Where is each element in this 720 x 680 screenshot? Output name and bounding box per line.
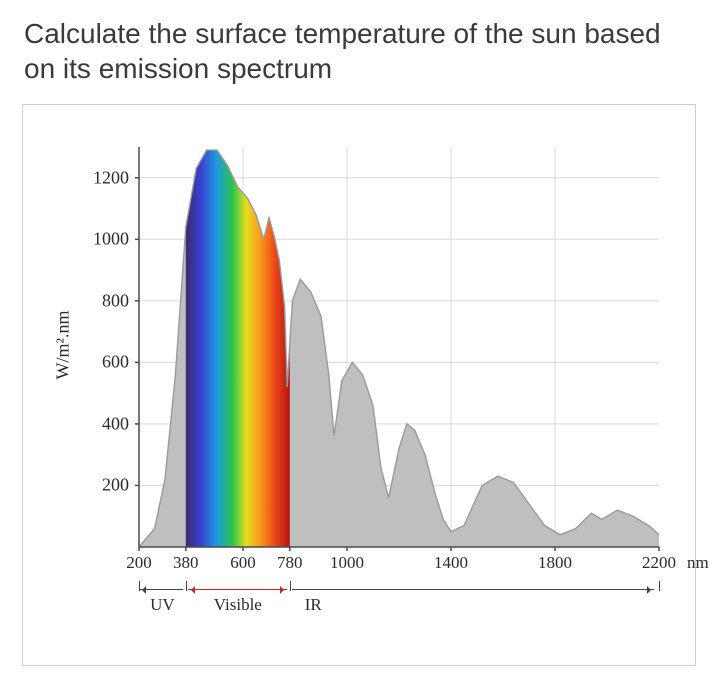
x-tick-label: 1000 bbox=[330, 553, 364, 573]
page-title: Calculate the surface temperature of the… bbox=[24, 16, 698, 86]
band-tick bbox=[290, 581, 291, 591]
x-tick-label: 380 bbox=[173, 553, 199, 573]
x-tick-label: 600 bbox=[230, 553, 256, 573]
emission-spectrum-chart: UVVisibleIR 2004006008001000120020038060… bbox=[139, 147, 659, 547]
y-axis-label: W/m².nm bbox=[53, 311, 74, 380]
band-arrow bbox=[139, 589, 183, 590]
band-label: Visible bbox=[214, 595, 262, 615]
x-tick-label: 780 bbox=[277, 553, 303, 573]
x-tick-label: 2200 bbox=[642, 553, 676, 573]
band-arrow bbox=[292, 589, 653, 590]
band-tick bbox=[659, 581, 660, 591]
y-tick-label: 600 bbox=[102, 352, 129, 373]
band-label: UV bbox=[150, 595, 175, 615]
wavelength-band-row: UV Visible IR bbox=[139, 581, 659, 621]
band-label: IR bbox=[305, 595, 322, 615]
x-tick-label: 200 bbox=[126, 553, 152, 573]
y-tick-label: 1000 bbox=[93, 229, 129, 250]
band-arrow bbox=[188, 589, 287, 590]
y-tick-label: 400 bbox=[102, 413, 129, 434]
y-tick-label: 800 bbox=[102, 290, 129, 311]
y-tick-label: 1200 bbox=[93, 167, 129, 188]
chart-panel: W/m².nm UVVisibleIR 20040060080010001200… bbox=[22, 104, 696, 666]
y-tick-label: 200 bbox=[102, 475, 129, 496]
x-tick-label: 1800 bbox=[538, 553, 572, 573]
x-axis-unit: nm bbox=[687, 553, 709, 573]
x-tick-label: 1400 bbox=[434, 553, 468, 573]
